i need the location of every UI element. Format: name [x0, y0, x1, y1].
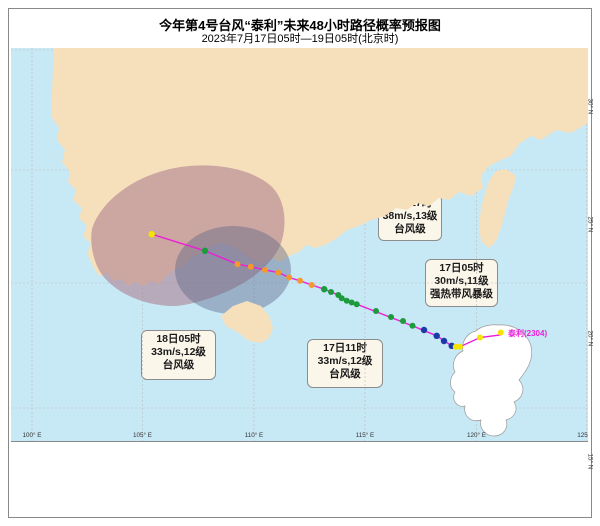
svg-text:125° E: 125° E — [577, 431, 588, 439]
svg-text:110° E: 110° E — [245, 431, 264, 439]
svg-text:泰利(2304): 泰利(2304) — [507, 328, 547, 338]
svg-text:100° E: 100° E — [23, 431, 42, 439]
svg-text:115° E: 115° E — [356, 431, 375, 439]
svg-text:105° E: 105° E — [133, 431, 152, 439]
svg-text:120° E: 120° E — [467, 431, 486, 439]
